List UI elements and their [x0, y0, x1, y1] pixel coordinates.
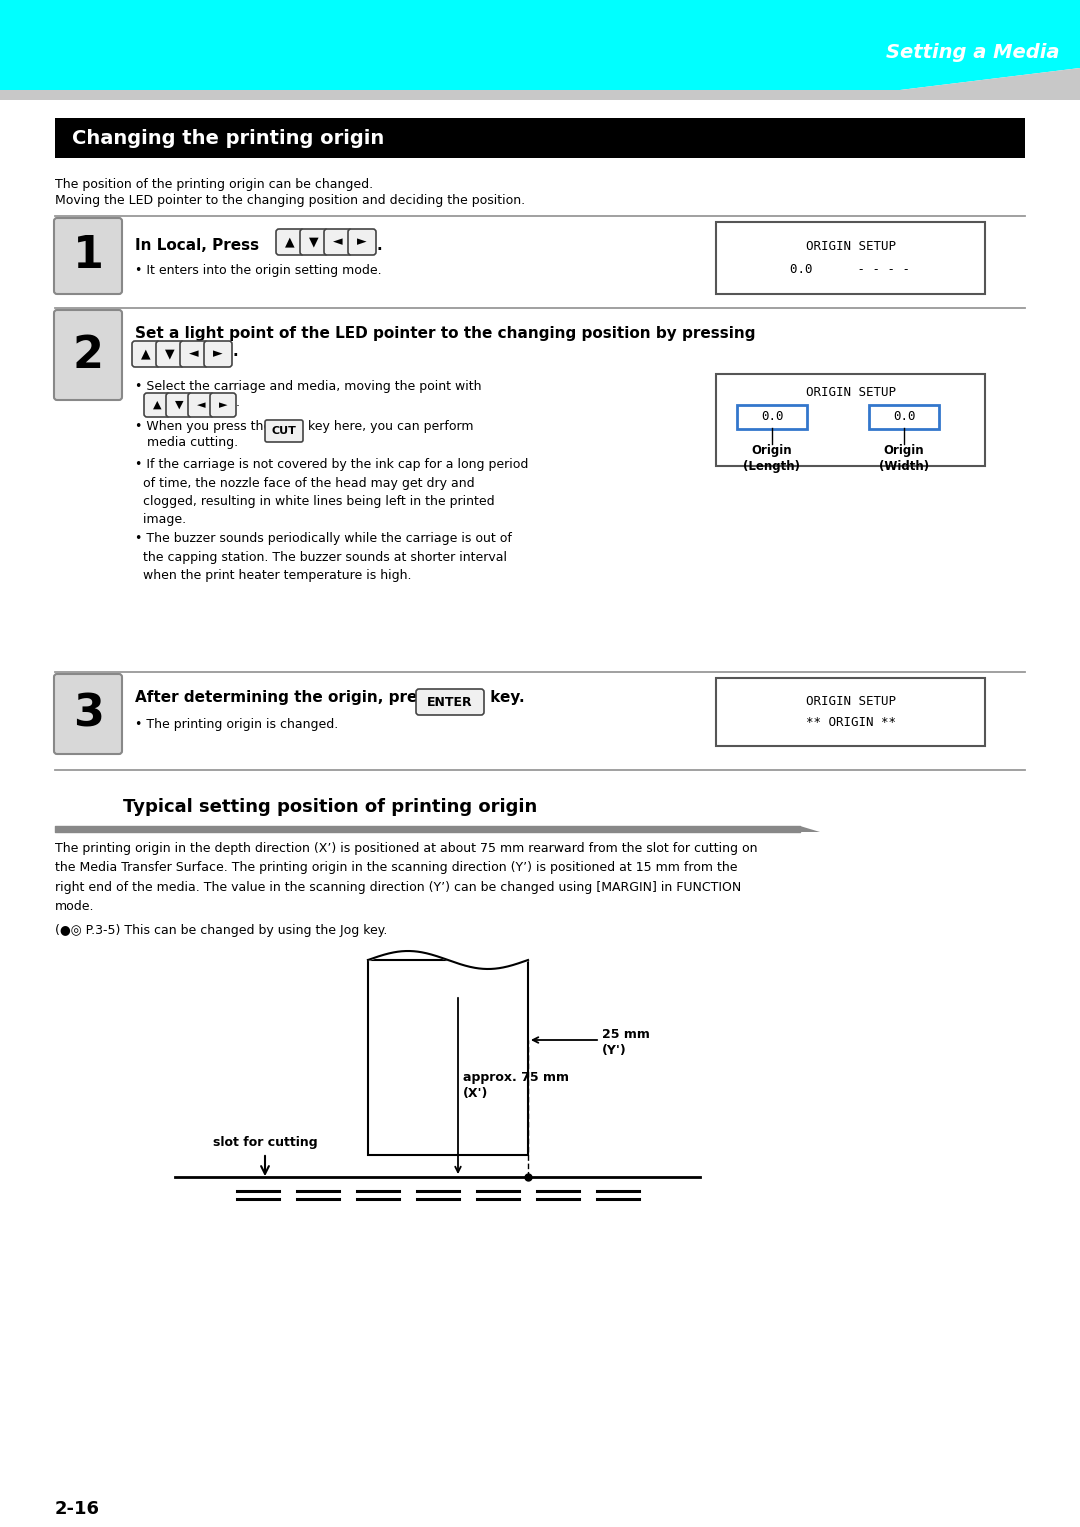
- Text: .: .: [237, 395, 240, 409]
- Text: ORIGIN SETUP: ORIGIN SETUP: [806, 385, 895, 399]
- Text: After determining the origin, press the: After determining the origin, press the: [135, 690, 474, 705]
- Text: ORIGIN SETUP: ORIGIN SETUP: [806, 695, 895, 709]
- FancyBboxPatch shape: [300, 229, 328, 255]
- Text: • The printing origin is changed.: • The printing origin is changed.: [135, 718, 338, 731]
- Text: • When you press the: • When you press the: [135, 420, 275, 434]
- FancyBboxPatch shape: [416, 689, 484, 715]
- Text: ▲: ▲: [285, 235, 295, 249]
- Text: ►: ►: [219, 400, 227, 411]
- Text: ORIGIN SETUP: ORIGIN SETUP: [806, 240, 895, 253]
- Text: ** ORIGIN **: ** ORIGIN **: [806, 716, 895, 730]
- Bar: [55, 118, 1025, 157]
- Polygon shape: [0, 69, 1080, 99]
- Text: ►: ►: [213, 348, 222, 360]
- FancyBboxPatch shape: [276, 229, 303, 255]
- Text: • The buzzer sounds periodically while the carriage is out of
  the capping stat: • The buzzer sounds periodically while t…: [135, 531, 512, 582]
- Text: ◄: ◄: [189, 348, 199, 360]
- FancyBboxPatch shape: [210, 392, 237, 417]
- Text: key.: key.: [485, 690, 525, 705]
- Polygon shape: [55, 826, 820, 832]
- Text: Origin
(Width): Origin (Width): [879, 444, 929, 473]
- Text: CUT: CUT: [271, 426, 296, 437]
- Text: 2-16: 2-16: [55, 1500, 100, 1518]
- Text: 2: 2: [72, 333, 104, 377]
- Text: In Local, Press: In Local, Press: [135, 238, 265, 253]
- Text: 25 mm
(Y'): 25 mm (Y'): [602, 1028, 650, 1057]
- FancyBboxPatch shape: [204, 341, 232, 366]
- Text: ▼: ▼: [309, 235, 319, 249]
- Text: .: .: [232, 344, 238, 359]
- Text: ▼: ▼: [175, 400, 184, 411]
- FancyBboxPatch shape: [716, 221, 985, 295]
- FancyBboxPatch shape: [348, 229, 376, 255]
- Text: 1: 1: [72, 235, 104, 278]
- Text: Origin
(Length): Origin (Length): [743, 444, 800, 473]
- Text: Set a light point of the LED pointer to the changing position by pressing: Set a light point of the LED pointer to …: [135, 325, 756, 341]
- FancyBboxPatch shape: [180, 341, 208, 366]
- FancyBboxPatch shape: [324, 229, 352, 255]
- Text: ◄: ◄: [197, 400, 205, 411]
- Text: • Select the carriage and media, moving the point with: • Select the carriage and media, moving …: [135, 380, 482, 392]
- Text: media cutting.: media cutting.: [147, 437, 238, 449]
- Text: The position of the printing origin can be changed.: The position of the printing origin can …: [55, 179, 373, 191]
- Text: Setting a Media: Setting a Media: [887, 43, 1059, 61]
- Text: Typical setting position of printing origin: Typical setting position of printing ori…: [123, 799, 537, 815]
- Text: ▲: ▲: [141, 348, 151, 360]
- Text: ▼: ▼: [165, 348, 175, 360]
- Text: slot for cutting: slot for cutting: [213, 1136, 318, 1148]
- Text: ▲: ▲: [152, 400, 161, 411]
- FancyBboxPatch shape: [54, 310, 122, 400]
- Text: 3: 3: [72, 693, 104, 736]
- Text: approx. 75 mm
(X'): approx. 75 mm (X'): [463, 1072, 569, 1101]
- Text: Changing the printing origin: Changing the printing origin: [72, 128, 384, 148]
- FancyBboxPatch shape: [869, 405, 939, 429]
- FancyBboxPatch shape: [265, 420, 303, 441]
- Text: • If the carriage is not covered by the ink cap for a long period
  of time, the: • If the carriage is not covered by the …: [135, 458, 528, 527]
- Text: Moving the LED pointer to the changing position and deciding the position.: Moving the LED pointer to the changing p…: [55, 194, 525, 208]
- Text: (●◎ P.3-5) This can be changed by using the Jog key.: (●◎ P.3-5) This can be changed by using …: [55, 924, 388, 938]
- Text: ◄: ◄: [334, 235, 342, 249]
- Bar: [368, 960, 528, 1154]
- Text: 0.0: 0.0: [893, 411, 915, 423]
- FancyBboxPatch shape: [144, 392, 170, 417]
- Text: 0.0      - - - -: 0.0 - - - -: [791, 263, 910, 276]
- FancyBboxPatch shape: [156, 341, 184, 366]
- Text: ENTER: ENTER: [428, 695, 473, 709]
- Text: .: .: [376, 238, 381, 253]
- FancyBboxPatch shape: [737, 405, 807, 429]
- FancyBboxPatch shape: [188, 392, 214, 417]
- Text: ►: ►: [357, 235, 367, 249]
- Text: • It enters into the origin setting mode.: • It enters into the origin setting mode…: [135, 264, 381, 276]
- FancyBboxPatch shape: [716, 374, 985, 466]
- FancyBboxPatch shape: [716, 678, 985, 747]
- FancyBboxPatch shape: [54, 673, 122, 754]
- Text: 0.0: 0.0: [760, 411, 783, 423]
- FancyBboxPatch shape: [54, 218, 122, 295]
- FancyBboxPatch shape: [132, 341, 160, 366]
- Polygon shape: [0, 0, 1080, 90]
- FancyBboxPatch shape: [166, 392, 192, 417]
- Text: key here, you can perform: key here, you can perform: [303, 420, 473, 434]
- Text: The printing origin in the depth direction (X’) is positioned at about 75 mm rea: The printing origin in the depth directi…: [55, 841, 757, 913]
